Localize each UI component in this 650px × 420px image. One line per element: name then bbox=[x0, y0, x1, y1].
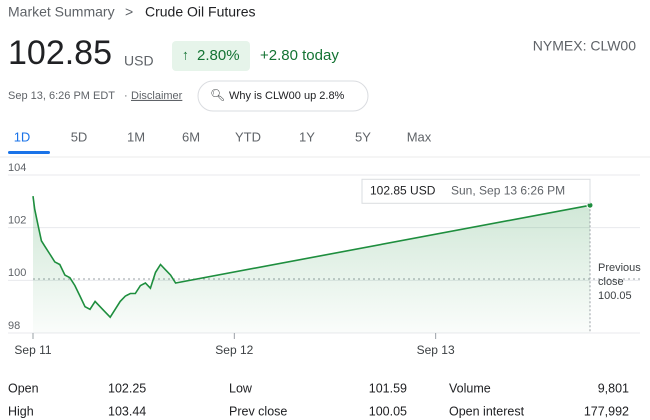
stat-value: 102.25 bbox=[108, 381, 146, 395]
currency: USD bbox=[124, 53, 154, 69]
stat-label: Prev close bbox=[229, 404, 287, 418]
x-tick-label: Sep 11 bbox=[14, 343, 51, 357]
area bbox=[33, 196, 590, 333]
stat-value: 100.05 bbox=[369, 404, 407, 418]
change-today: +2.80 today bbox=[260, 47, 339, 64]
why-button[interactable] bbox=[197, 80, 369, 112]
exchange: NYMEX: CLW00 bbox=[533, 38, 636, 54]
tab[interactable]: YTD bbox=[235, 129, 261, 144]
x-tick-label: Sep 12 bbox=[215, 343, 253, 357]
y-tick-label: 104 bbox=[8, 162, 26, 174]
previous-close-value: 100.05 bbox=[598, 290, 632, 302]
stat-value: 103.44 bbox=[108, 404, 146, 418]
breadcrumb-separator: > bbox=[125, 4, 133, 20]
stat-label: Open interest bbox=[449, 404, 525, 418]
tab[interactable]: 5Y bbox=[355, 129, 371, 144]
stat-label: High bbox=[8, 404, 34, 418]
why-button-label[interactable]: Why is CLW00 up 2.8% bbox=[229, 90, 345, 102]
chart: 98 100 102 104 Sep 11 Sep 12 Sep 13 Previous clo… bbox=[8, 162, 641, 357]
tab[interactable]: 6M bbox=[182, 129, 200, 144]
tab[interactable]: 1M bbox=[127, 129, 145, 144]
stat-value: 177,992 bbox=[584, 404, 629, 418]
previous-close-label: Previous close bbox=[598, 262, 641, 288]
search-icon: 🔍︎ bbox=[210, 88, 225, 102]
tab[interactable]: 5D bbox=[71, 129, 88, 144]
tooltip-price: 102.85 USD bbox=[370, 183, 436, 197]
breadcrumb-link[interactable]: Market Summary bbox=[8, 4, 115, 20]
x-tick-label: Sep 13 bbox=[417, 343, 455, 357]
timestamp: Sep 13, 6:26 PM EDT bbox=[8, 90, 115, 102]
disclaimer-link[interactable]: Disclaimer bbox=[131, 90, 183, 102]
tooltip-box bbox=[361, 178, 591, 204]
dot: · bbox=[124, 90, 128, 102]
y-tick-label: 98 bbox=[8, 320, 20, 332]
stat-value: 101.59 bbox=[369, 381, 407, 395]
change-percent: 2.80% bbox=[197, 47, 240, 64]
tab[interactable]: 1Y bbox=[299, 129, 315, 144]
stat-label: Low bbox=[229, 381, 253, 395]
tab[interactable]: 1D bbox=[14, 129, 31, 144]
breadcrumb-current: Crude Oil Futures bbox=[145, 4, 255, 20]
stats-table: Open 102.25 Low 101.59 Volume 9,801 High 103.44… bbox=[8, 381, 629, 418]
up-arrow: ↑ bbox=[182, 47, 189, 63]
change-chip bbox=[172, 41, 250, 71]
tab-indicator bbox=[8, 151, 50, 154]
line bbox=[32, 195, 591, 319]
stat-label: Open bbox=[8, 381, 39, 395]
tooltip-time: Sun, Sep 13 6:26 PM bbox=[451, 183, 565, 197]
stat-label: Volume bbox=[449, 381, 491, 395]
price: 102.85 bbox=[8, 34, 112, 72]
y-tick-label: 100 bbox=[8, 267, 26, 279]
tabs: 1D 5D 1M 6M YTD 1Y 5Y Max bbox=[8, 129, 432, 154]
tab[interactable]: Max bbox=[407, 129, 432, 144]
stat-value: 9,801 bbox=[598, 381, 629, 395]
y-tick-label: 102 bbox=[8, 215, 26, 227]
